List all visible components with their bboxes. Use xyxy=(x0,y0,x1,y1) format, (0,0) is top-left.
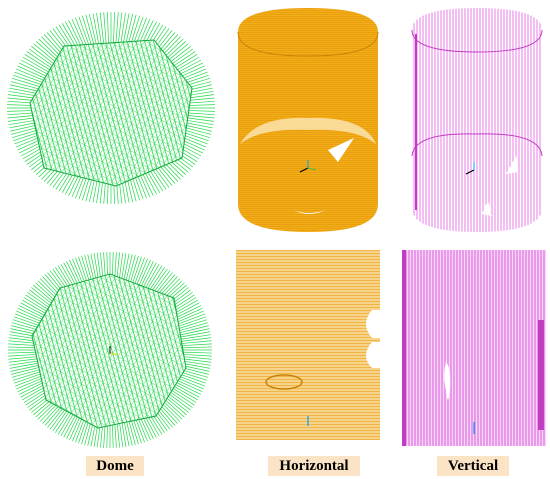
mesh-ray xyxy=(175,328,210,337)
label-horizontal: Horizontal xyxy=(268,456,360,476)
vertical-cylinder-view xyxy=(410,4,544,234)
label-dome: Dome xyxy=(86,456,144,476)
axis-triad-icon xyxy=(465,162,475,175)
axis-triad-icon xyxy=(109,346,118,355)
dome-bottom-view xyxy=(6,250,214,450)
axis-triad-icon xyxy=(299,160,317,173)
mesh-ray xyxy=(103,12,107,49)
horizontal-cylinder-view xyxy=(236,4,380,234)
label-vertical: Vertical xyxy=(437,456,509,476)
mesh-ray xyxy=(177,346,212,349)
mesh-ray xyxy=(107,12,110,49)
mesh-ray xyxy=(176,340,212,345)
mesh-ray xyxy=(176,334,211,341)
dome-bottom-mesh xyxy=(31,273,187,429)
mesh-ray xyxy=(177,343,212,347)
mesh-ray xyxy=(174,322,209,333)
mesh-ray xyxy=(176,337,212,343)
mesh-ray xyxy=(99,12,105,49)
horizontal-unrolled-view xyxy=(236,250,380,440)
dome-top-view xyxy=(4,8,218,216)
mesh-ray xyxy=(176,331,211,339)
dome-top-mesh xyxy=(29,39,193,187)
mesh-ray xyxy=(175,325,209,335)
vertical-unrolled-view xyxy=(402,250,546,446)
